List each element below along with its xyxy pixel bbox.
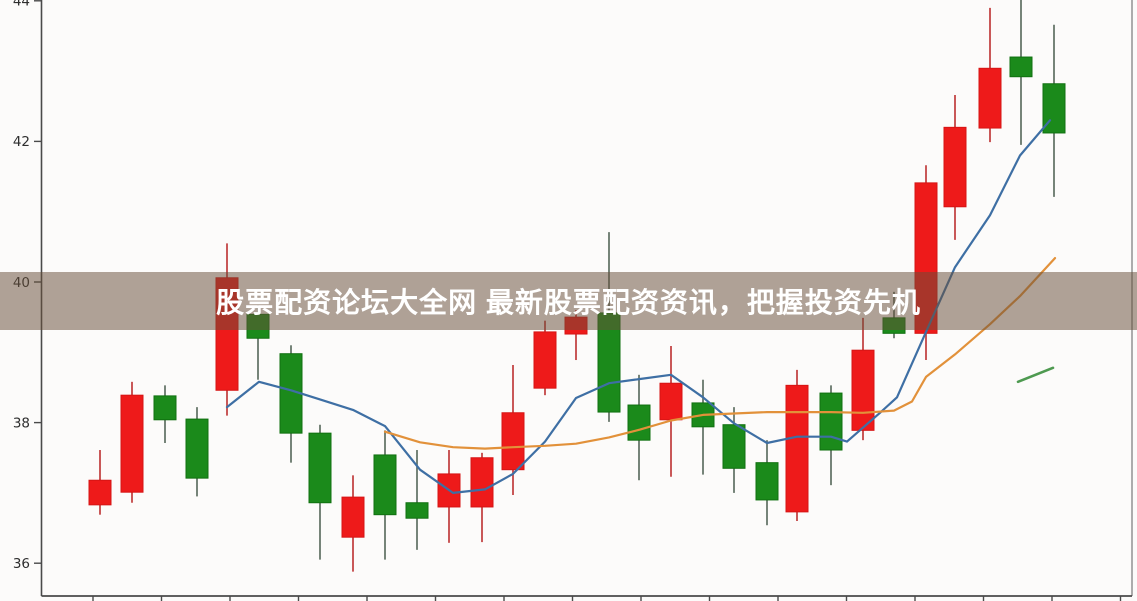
candle-body [88, 479, 112, 506]
candle-body [1009, 56, 1033, 78]
candle-down [691, 379, 715, 475]
y-tick-label: 44 [13, 0, 30, 10]
candle-up [501, 364, 525, 496]
y-tick-label: 38 [13, 415, 30, 431]
candle-up [533, 320, 557, 396]
candle-up [88, 450, 112, 515]
candle-down [722, 407, 746, 493]
candle-up [785, 369, 809, 522]
short-green-segment [1016, 366, 1055, 384]
candle-body [819, 392, 843, 451]
candle-body [405, 502, 429, 519]
candle-body [185, 418, 209, 479]
headline-text: 股票配资论坛大全网 最新股票配资资讯，把握投资先机 [216, 287, 921, 318]
y-tick-label: 42 [13, 134, 30, 150]
candle-down [373, 430, 397, 560]
candle-up [341, 475, 365, 572]
candle-body [851, 349, 875, 431]
candle-body [943, 126, 967, 208]
candle-down [279, 345, 303, 463]
candle-body [153, 395, 177, 421]
candle-up [943, 95, 967, 240]
candle-body [501, 412, 525, 471]
candle-body [373, 454, 397, 516]
candle-body [470, 457, 494, 508]
candle-up [120, 381, 144, 503]
headline-banner: 股票配资论坛大全网 最新股票配资资讯，把握投资先机 [0, 272, 1137, 330]
candle-down [1009, 0, 1033, 145]
candle-up [978, 7, 1002, 143]
candle-up [851, 317, 875, 441]
candle-up [437, 450, 461, 543]
candle-up [470, 452, 494, 543]
candle-body [341, 496, 365, 538]
candle-down [308, 424, 332, 560]
ma-long-orange [383, 257, 1057, 450]
candle-down [1042, 24, 1066, 197]
y-tick-label: 36 [13, 556, 30, 572]
candle-body [978, 67, 1002, 129]
candle-down [819, 385, 843, 486]
candle-body [755, 462, 779, 501]
candle-body [722, 424, 746, 469]
candle-body [533, 331, 557, 389]
candle-body [785, 384, 809, 513]
ma-short-blue [225, 119, 1052, 494]
candle-down [755, 440, 779, 526]
candle-body [120, 394, 144, 493]
candle-body [659, 382, 683, 421]
candle-body [627, 404, 651, 441]
candle-up [659, 345, 683, 477]
candle-down [185, 407, 209, 497]
candle-down [153, 385, 177, 443]
candle-body [308, 432, 332, 504]
